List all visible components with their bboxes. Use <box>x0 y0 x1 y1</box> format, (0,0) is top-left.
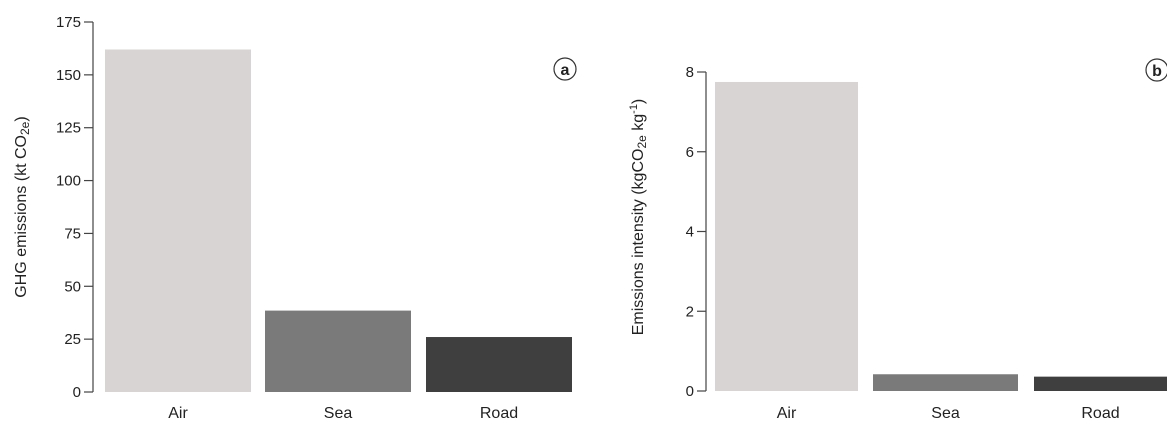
x-category-label: Road <box>1081 405 1119 422</box>
y-tick-label: 0 <box>73 384 81 401</box>
y-tick-label: 6 <box>686 144 694 161</box>
bar-air <box>105 49 251 392</box>
y-tick-label: 2 <box>686 303 694 320</box>
bar-sea <box>873 374 1018 391</box>
y-tick-label: 175 <box>56 14 81 31</box>
panel-a-chart: 0 25 50 75 100 125 150 175 Air Sea Road GHG emiss… <box>13 14 577 422</box>
panel-b-letter-circle <box>1145 58 1167 82</box>
panel-b-y-axis-title: Emissions intensity (kgCO2e kg-1) <box>628 99 649 336</box>
y-tick-label: 75 <box>64 225 81 242</box>
panel-a-bars <box>105 49 572 392</box>
panel-a-category-labels: Air Sea Road <box>168 405 518 422</box>
y-tick-label: 25 <box>64 331 81 348</box>
y-tick-label: 50 <box>64 278 81 295</box>
x-category-label: Air <box>777 405 797 422</box>
panel-a-letter-badge: a <box>553 57 577 81</box>
panel-a-letter-circle <box>553 57 577 81</box>
bar-road <box>1034 376 1167 391</box>
bar-road <box>426 337 572 392</box>
y-tick-label: 150 <box>56 67 81 84</box>
panel-b-chart: 0 2 4 6 8 Air Sea Road Emissions intensity (kg… <box>628 58 1167 422</box>
y-tick-label: 8 <box>686 64 694 81</box>
x-category-label: Road <box>480 405 518 422</box>
panel-a-y-axis-title: GHG emissions (kt CO2e) <box>13 116 32 297</box>
y-tick-label: 0 <box>686 383 694 400</box>
panel-b-y-ticks: 0 2 4 6 8 <box>686 64 706 400</box>
panel-a-letter: a <box>561 62 570 79</box>
y-tick-label: 125 <box>56 120 81 137</box>
bar-air <box>715 81 858 391</box>
panel-b-letter: b <box>1152 63 1162 80</box>
panel-b-category-labels: Air Sea Road <box>777 405 1120 422</box>
x-category-label: Sea <box>931 405 960 422</box>
x-category-label: Air <box>168 405 188 422</box>
panel-a-y-ticks: 0 25 50 75 100 125 150 175 <box>56 14 93 401</box>
panel-b-bars <box>715 81 1167 391</box>
x-category-label: Sea <box>324 405 353 422</box>
y-tick-label: 100 <box>56 173 81 190</box>
bar-sea <box>265 310 411 392</box>
y-tick-label: 4 <box>686 224 694 241</box>
panel-b-letter-badge: b <box>1145 58 1167 82</box>
